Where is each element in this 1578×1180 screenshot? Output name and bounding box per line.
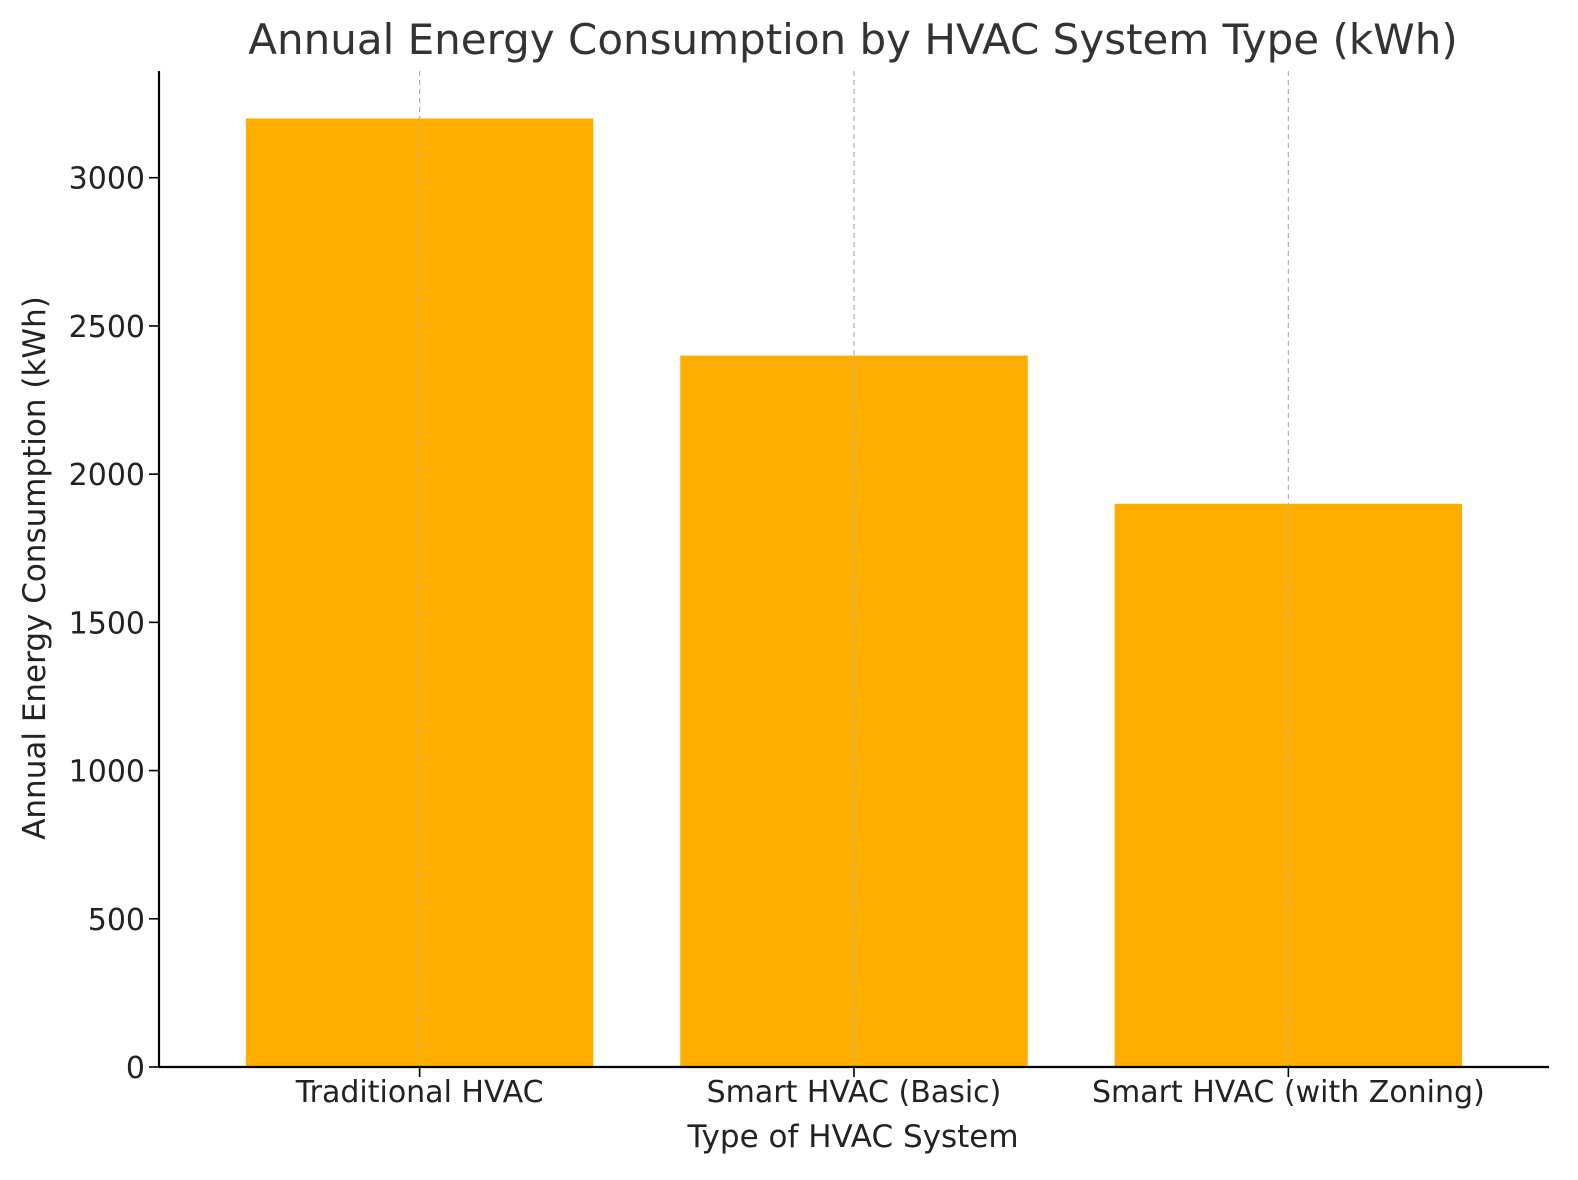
x-tick-label-0: Traditional HVAC — [295, 1075, 544, 1110]
y-tick-layer: 0 500 1000 1500 2000 2500 3000 — [69, 162, 159, 1086]
x-tick-label-1: Smart HVAC (Basic) — [707, 1075, 1002, 1110]
y-tick-label-3: 1500 — [69, 606, 145, 641]
x-tick-layer: Traditional HVAC Smart HVAC (Basic) Smart … — [295, 1067, 1485, 1110]
y-tick-label-2: 1000 — [69, 755, 145, 790]
y-tick-label-6: 3000 — [69, 162, 145, 197]
chart-title: Annual Energy Consumption by HVAC System… — [248, 15, 1457, 64]
grid-front-layer — [419, 71, 1289, 1067]
y-tick-label-0: 0 — [126, 1051, 145, 1086]
y-tick-label-5: 2500 — [69, 310, 145, 345]
y-axis-label: Annual Energy Consumption (kWh) — [17, 296, 53, 840]
x-axis-label: Type of HVAC System — [686, 1119, 1018, 1155]
y-tick-label-4: 2000 — [69, 458, 145, 493]
x-tick-label-2: Smart HVAC (with Zoning) — [1092, 1075, 1485, 1110]
y-tick-label-1: 500 — [88, 903, 145, 938]
